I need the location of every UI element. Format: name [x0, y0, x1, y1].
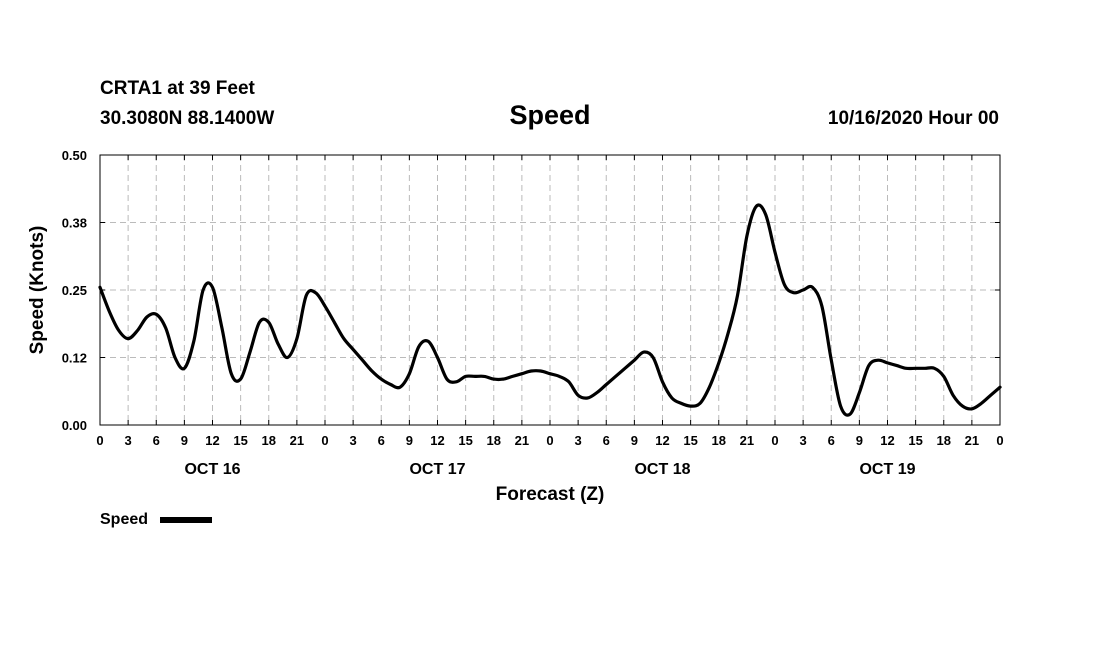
x-tick-label: 18 — [937, 433, 951, 448]
x-tick-label: 9 — [856, 433, 863, 448]
x-tick-label: 3 — [575, 433, 582, 448]
datetime-label: 10/16/2020 Hour 00 — [828, 108, 999, 129]
x-tick-label: 12 — [655, 433, 669, 448]
x-tick-label: 21 — [515, 433, 529, 448]
x-tick-label: 9 — [181, 433, 188, 448]
x-tick-label: 0 — [996, 433, 1003, 448]
x-tick-label: 3 — [350, 433, 357, 448]
grid-lines — [100, 155, 1000, 425]
x-tick-label: 3 — [800, 433, 807, 448]
y-tick-label: 0.25 — [62, 283, 87, 298]
station-label: CRTA1 at 39 Feet — [100, 78, 256, 99]
x-tick-label: 0 — [546, 433, 553, 448]
x-axis-title: Forecast (Z) — [496, 484, 605, 505]
x-tick-label: 0 — [96, 433, 103, 448]
y-tick-label: 0.12 — [62, 351, 87, 366]
day-label: OCT 18 — [634, 461, 690, 478]
x-tick-label: 12 — [880, 433, 894, 448]
axis-ticks — [99, 154, 1001, 426]
day-label: OCT 16 — [184, 461, 240, 478]
x-tick-label: 15 — [908, 433, 922, 448]
y-tick-label: 0.50 — [62, 148, 87, 163]
x-tick-label: 18 — [712, 433, 726, 448]
x-tick-label: 18 — [487, 433, 501, 448]
x-tick-label: 9 — [406, 433, 413, 448]
x-tick-labels: 0 3 6 9 12 15 18 21 0 3 6 9 12 15 18 21 0 3 6 9 12 15 18 21 0 3 6 9… — [96, 433, 1003, 448]
legend-label: Speed — [100, 511, 148, 528]
speed-series-line — [98, 203, 1002, 417]
x-tick-label: 0 — [771, 433, 778, 448]
x-tick-label: 6 — [378, 433, 385, 448]
x-tick-label: 15 — [458, 433, 472, 448]
x-tick-label: 12 — [430, 433, 444, 448]
day-label: OCT 19 — [859, 461, 915, 478]
x-tick-label: 21 — [965, 433, 979, 448]
x-tick-label: 21 — [740, 433, 754, 448]
chart-title: Speed — [509, 100, 590, 130]
x-tick-label: 6 — [603, 433, 610, 448]
y-tick-labels: 0.00 0.12 0.25 0.38 0.50 — [62, 148, 87, 433]
x-tick-label: 6 — [828, 433, 835, 448]
x-tick-label: 12 — [205, 433, 219, 448]
y-axis-title: Speed (Knots) — [27, 226, 48, 355]
coordinates-label: 30.3080N 88.1400W — [100, 108, 274, 129]
day-labels: OCT 16 OCT 17 OCT 18 OCT 19 — [184, 461, 915, 478]
x-tick-label: 3 — [125, 433, 132, 448]
x-tick-label: 18 — [262, 433, 276, 448]
day-label: OCT 17 — [409, 461, 465, 478]
x-tick-label: 0 — [321, 433, 328, 448]
x-tick-label: 15 — [233, 433, 247, 448]
x-tick-label: 15 — [683, 433, 697, 448]
x-tick-label: 9 — [631, 433, 638, 448]
y-tick-label: 0.38 — [62, 216, 87, 231]
y-tick-label: 0.00 — [62, 418, 87, 433]
x-tick-label: 21 — [290, 433, 304, 448]
legend-swatch — [160, 517, 212, 523]
x-tick-label: 6 — [153, 433, 160, 448]
